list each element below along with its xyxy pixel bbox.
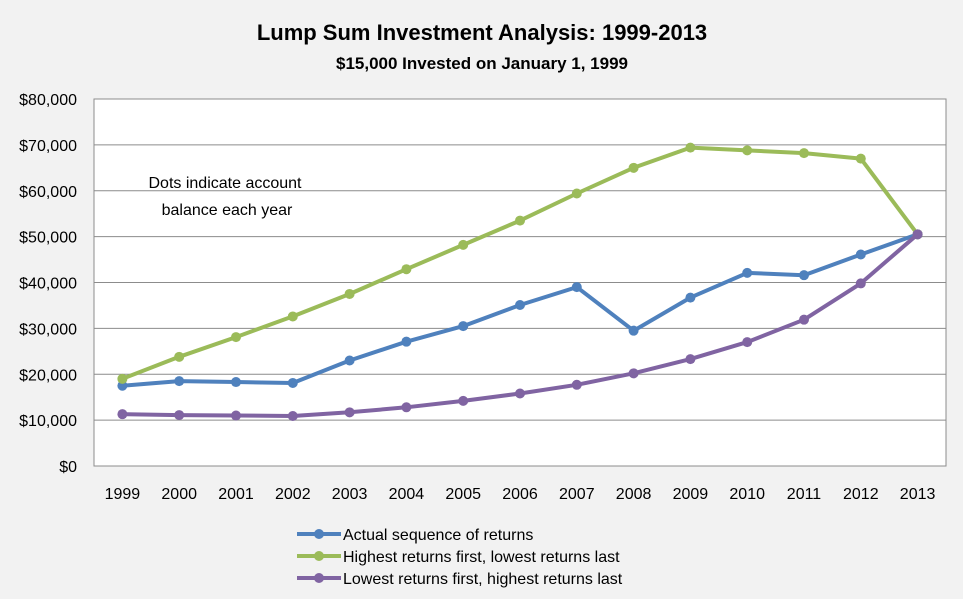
data-point xyxy=(287,410,298,421)
y-tick-label: $80,000 xyxy=(19,92,77,109)
x-tick-label: 2003 xyxy=(332,486,368,503)
legend-label: Lowest returns first, highest returns la… xyxy=(343,571,623,588)
data-point xyxy=(287,311,298,322)
data-point xyxy=(855,153,866,164)
data-point xyxy=(742,145,753,156)
data-point xyxy=(742,337,753,348)
x-tick-label: 2010 xyxy=(729,486,765,503)
data-point xyxy=(401,402,412,413)
series-1 xyxy=(117,229,923,391)
data-point xyxy=(685,142,696,153)
data-point xyxy=(685,354,696,365)
y-tick-label: $70,000 xyxy=(19,138,77,155)
x-tick-label: 2013 xyxy=(900,486,936,503)
data-point xyxy=(458,321,469,332)
y-tick-label: $0 xyxy=(59,459,77,476)
data-point xyxy=(231,410,241,421)
legend-item: Lowest returns first, highest returns la… xyxy=(297,571,623,588)
data-point xyxy=(685,292,696,303)
x-tick-label: 2004 xyxy=(389,486,425,503)
x-tick-label: 2002 xyxy=(275,486,311,503)
legend-label: Actual sequence of returns xyxy=(343,527,533,544)
x-tick-label: 2012 xyxy=(843,486,879,503)
data-point xyxy=(458,239,469,250)
x-tick-label: 2000 xyxy=(161,486,197,503)
data-point xyxy=(231,377,241,388)
data-point xyxy=(117,409,128,420)
y-tick-label: $20,000 xyxy=(19,367,77,384)
y-tick-label: $60,000 xyxy=(19,184,77,201)
chart-title: Lump Sum Investment Analysis: 1999-2013 xyxy=(257,20,707,45)
data-point xyxy=(287,377,298,388)
legend-item: Highest returns first, lowest returns la… xyxy=(297,549,620,566)
x-tick-label: 2006 xyxy=(502,486,538,503)
legend: Actual sequence of returns Highest return… xyxy=(297,527,623,588)
legend-marker xyxy=(314,529,324,539)
data-point xyxy=(628,325,639,336)
data-point xyxy=(401,264,412,275)
data-point xyxy=(912,229,923,240)
data-point xyxy=(174,376,185,387)
data-point xyxy=(231,332,241,343)
series-layer xyxy=(117,142,923,421)
data-point xyxy=(174,351,185,362)
x-tick-label: 2001 xyxy=(218,486,254,503)
x-tick-label: 2008 xyxy=(616,486,652,503)
legend-item: Actual sequence of returns xyxy=(297,527,533,544)
data-point xyxy=(571,188,582,199)
annotation-line-2: balance each year xyxy=(162,202,293,219)
data-point xyxy=(855,249,866,260)
data-point xyxy=(742,267,753,278)
data-point xyxy=(515,299,525,310)
data-point xyxy=(117,373,128,384)
legend-label: Highest returns first, lowest returns la… xyxy=(343,549,620,566)
annotation-line-1: Dots indicate account xyxy=(149,175,303,192)
series-3 xyxy=(117,229,923,421)
x-tick-label: 2009 xyxy=(673,486,709,503)
data-point xyxy=(458,395,469,406)
data-point xyxy=(628,368,639,379)
legend-marker xyxy=(314,573,324,583)
data-point xyxy=(571,282,582,293)
data-point xyxy=(855,278,866,289)
y-tick-label: $30,000 xyxy=(19,321,77,338)
data-point xyxy=(344,407,355,418)
data-point xyxy=(628,162,639,173)
data-point xyxy=(571,379,582,390)
data-point xyxy=(174,410,185,421)
legend-marker xyxy=(314,551,324,561)
data-point xyxy=(401,336,412,347)
data-point xyxy=(799,270,809,281)
data-point xyxy=(515,388,525,399)
y-tick-label: $40,000 xyxy=(19,276,77,293)
data-point xyxy=(799,314,809,325)
x-tick-label: 1999 xyxy=(105,486,141,503)
x-tick-label: 2005 xyxy=(445,486,481,503)
y-tick-label: $50,000 xyxy=(19,230,77,247)
y-tick-label: $10,000 xyxy=(19,413,77,430)
data-point xyxy=(344,355,355,366)
chart-subtitle: $15,000 Invested on January 1, 1999 xyxy=(336,54,628,73)
data-point xyxy=(515,215,525,226)
series-2 xyxy=(117,142,923,384)
x-tick-label: 2007 xyxy=(559,486,595,503)
data-point xyxy=(799,148,809,159)
x-tick-label: 2011 xyxy=(787,486,822,503)
x-axis-ticks: 1999 2000 2001 2002 2003 2004 2005 2006 2007 2008… xyxy=(105,486,936,503)
y-axis-ticks: $0 $10,000 $20,000 $30,000 $40,000 $50,000 $60… xyxy=(19,92,77,476)
data-point xyxy=(344,288,355,299)
data-point xyxy=(117,380,128,391)
